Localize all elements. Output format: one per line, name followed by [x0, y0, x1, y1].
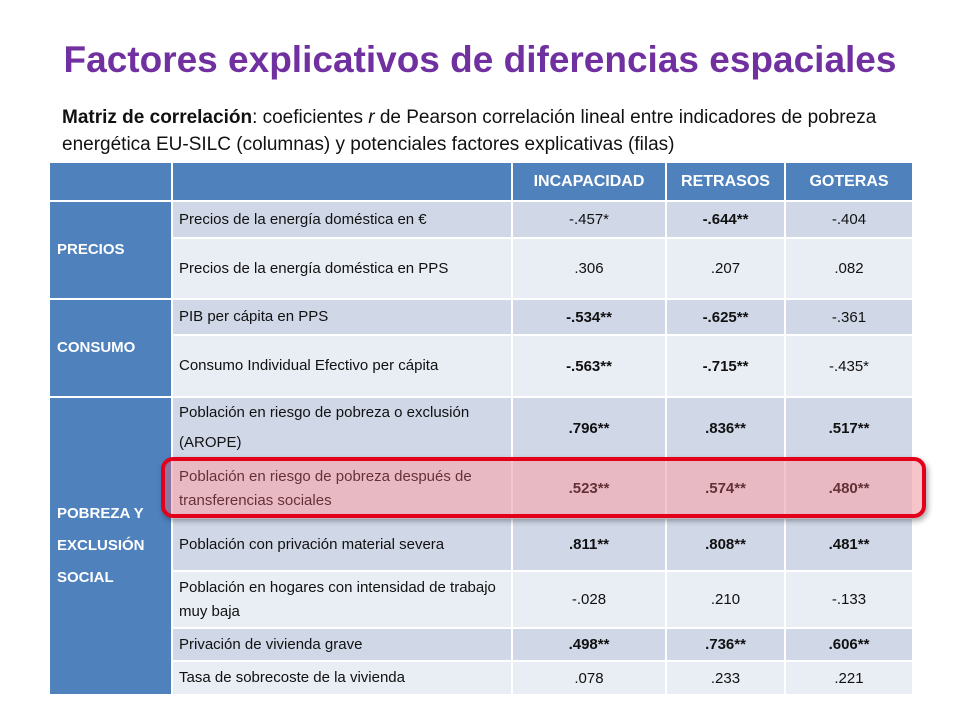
row-label: PIB per cápita en PPS [171, 298, 513, 336]
table-row: Población en hogares con intensidad de t… [49, 570, 914, 629]
value-cell: -.133 [784, 570, 914, 629]
row-label: Precios de la energía doméstica en PPS [171, 237, 513, 300]
table-row: Población con privación material severa … [49, 517, 914, 572]
value-cell: -.457* [511, 200, 667, 239]
column-header-incapacidad: INCAPACIDAD [511, 161, 667, 202]
value-cell: -.563** [511, 334, 667, 398]
value-cell: .481** [784, 517, 914, 572]
row-label: Población en hogares con intensidad de t… [171, 570, 513, 629]
row-label: Precios de la energía doméstica en € [171, 200, 513, 239]
table-row: CONSUMO PIB per cápita en PPS -.534** -.… [48, 298, 914, 398]
value-cell: -.404 [784, 200, 914, 239]
value-cell: .517** [784, 396, 914, 460]
value-cell: -.028 [511, 570, 667, 629]
table-row: Privación de vivienda grave .498** .736*… [49, 627, 914, 662]
subtitle-text-1: : coeficientes [252, 107, 369, 128]
value-cell: -.715** [665, 334, 786, 398]
corner-cell-2 [171, 161, 513, 202]
value-cell: .574** [665, 458, 786, 519]
table-row-highlighted: Población en riesgo de pobreza después d… [49, 458, 914, 519]
value-cell: .207 [665, 237, 786, 300]
value-cell: .306 [511, 237, 667, 300]
row-label: Privación de vivienda grave [171, 627, 513, 662]
column-header-goteras: GOTERAS [784, 161, 914, 202]
value-cell: -.625** [665, 298, 786, 336]
value-cell: .078 [511, 660, 667, 696]
category-consumo: CONSUMO [48, 298, 173, 398]
row-label: Consumo Individual Efectivo per cápita [171, 334, 513, 398]
value-cell: .811** [511, 517, 667, 572]
value-cell: -.534** [511, 298, 667, 336]
table-row: Consumo Individual Efectivo per cápita -… [49, 334, 914, 398]
value-cell: .498** [511, 627, 667, 662]
value-cell: -.361 [784, 298, 914, 336]
row-label: Población con privación material severa [171, 517, 513, 572]
table-row: POBREZA Y EXCLUSIÓN SOCIAL Población en … [48, 396, 914, 696]
column-header-retrasos: RETRASOS [665, 161, 786, 202]
value-cell: .808** [665, 517, 786, 572]
table-row: PRECIOS Precios de la energía doméstica … [48, 200, 914, 300]
value-cell: .796** [511, 396, 667, 460]
category-precios: PRECIOS [48, 200, 173, 300]
table-row: Precios de la energía doméstica en PPS .… [49, 237, 914, 300]
table-row: Tasa de sobrecoste de la vivienda .078 .… [49, 660, 914, 696]
value-cell: .210 [665, 570, 786, 629]
row-label: Población en riesgo de pobreza o exclusi… [171, 396, 513, 460]
value-cell: .606** [784, 627, 914, 662]
value-cell: -.435* [784, 334, 914, 398]
value-cell: .082 [784, 237, 914, 300]
value-cell: .523** [511, 458, 667, 519]
value-cell: .480** [784, 458, 914, 519]
subtitle-text-2: de Pearson correlación lineal entre indi… [62, 107, 877, 155]
value-cell: .836** [665, 396, 786, 460]
subtitle-italic: r [368, 107, 375, 128]
value-cell: -.644** [665, 200, 786, 239]
value-cell: .233 [665, 660, 786, 696]
value-cell: .736** [665, 627, 786, 662]
slide-title: Factores explicativos de diferencias esp… [63, 39, 897, 80]
corner-cell [48, 161, 173, 202]
row-label: Población en riesgo de pobreza después d… [171, 458, 513, 519]
value-cell: .221 [784, 660, 914, 696]
category-pobreza: POBREZA Y EXCLUSIÓN SOCIAL [48, 396, 173, 696]
subtitle-bold: Matriz de correlación [62, 107, 253, 128]
header-row: INCAPACIDAD RETRASOS GOTERAS [48, 161, 914, 202]
correlation-matrix: INCAPACIDAD RETRASOS GOTERAS PRECIOS Pre… [48, 161, 914, 696]
subtitle: Matriz de correlación: coeficientes r de… [62, 104, 922, 158]
row-label: Tasa de sobrecoste de la vivienda [171, 660, 513, 696]
